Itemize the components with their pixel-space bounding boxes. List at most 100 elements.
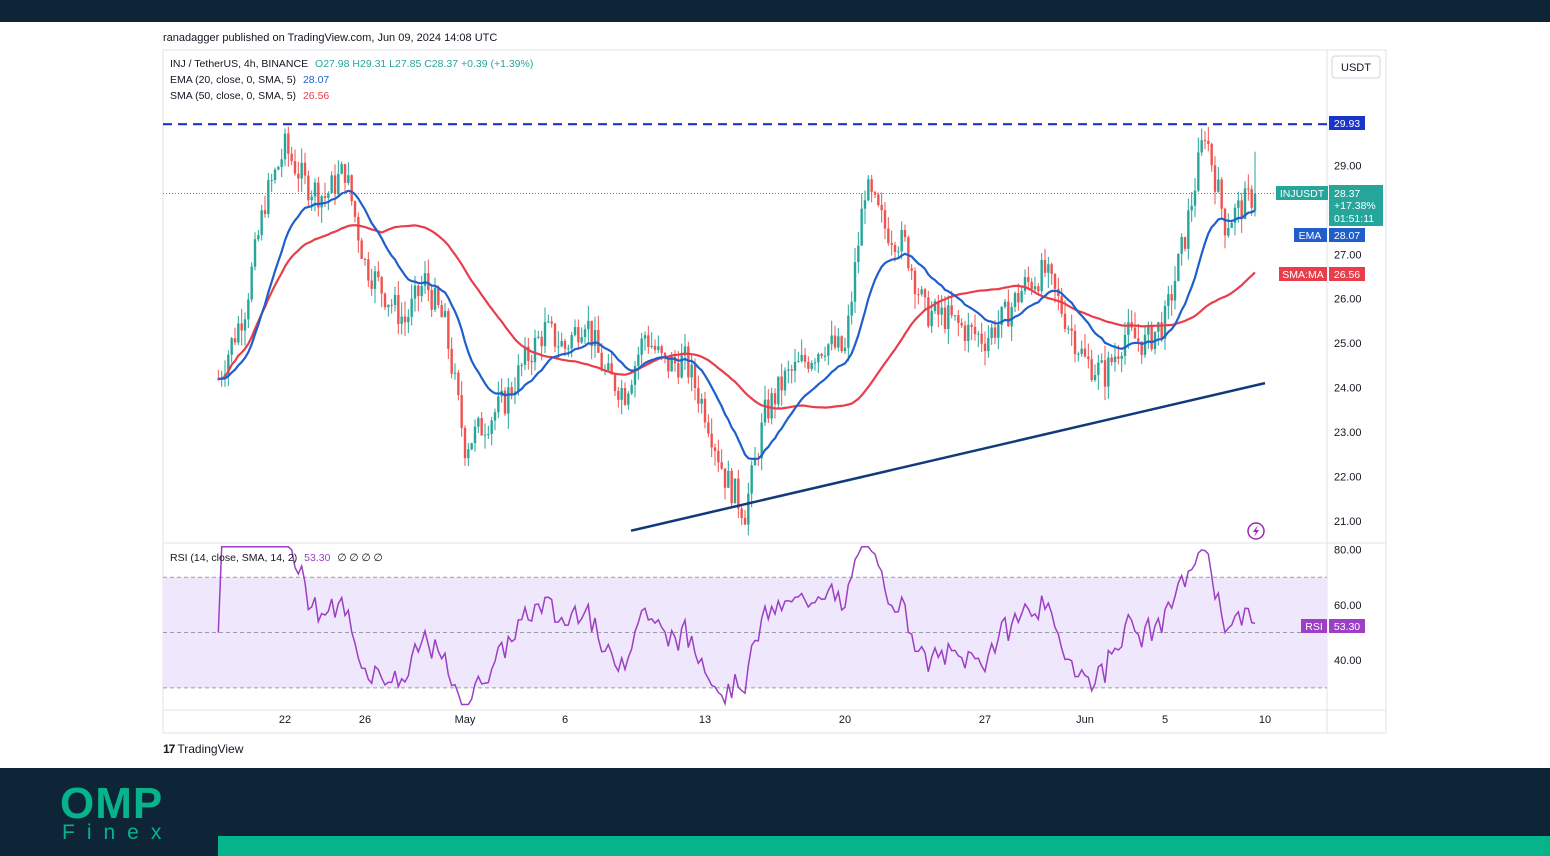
price-tick-label: 25.00	[1334, 338, 1362, 350]
candle-body	[833, 335, 837, 348]
ema-legend-label: EMA (20, close, 0, SMA, 5)	[170, 74, 296, 86]
candle-body	[1147, 325, 1150, 335]
candle-body	[420, 285, 423, 297]
candle-body	[1087, 356, 1090, 360]
sma-legend-value: 26.56	[303, 90, 329, 102]
candle-body	[240, 323, 243, 331]
candle-body	[900, 229, 903, 252]
candle-body	[303, 162, 307, 176]
candle-body	[770, 393, 773, 419]
candle-body	[843, 347, 847, 352]
candle-body	[1117, 356, 1120, 359]
candle-body	[977, 333, 980, 335]
candle-body	[397, 294, 400, 324]
candle-body	[657, 346, 660, 350]
candle-body	[527, 346, 530, 361]
candle-body	[243, 319, 247, 331]
rsi-pane	[217, 546, 1256, 707]
candle-body	[667, 357, 670, 372]
candle-body	[1070, 328, 1073, 331]
candle-body	[510, 387, 513, 395]
candle-body	[723, 468, 727, 488]
candle-body	[733, 478, 737, 504]
candle-body	[650, 345, 653, 348]
candle-body	[333, 175, 337, 194]
candle-body	[907, 237, 910, 269]
candle-body	[317, 182, 320, 208]
candle-body	[340, 164, 343, 174]
candle-body	[1023, 277, 1027, 291]
candle-body	[1193, 190, 1197, 206]
candle-body	[1127, 322, 1130, 335]
candle-body	[1167, 294, 1170, 307]
candle-body	[660, 346, 663, 354]
candle-body	[840, 336, 843, 352]
currency-label: USDT	[1341, 62, 1371, 74]
candle-body	[450, 348, 453, 374]
candle-body	[1103, 360, 1107, 387]
candle-body	[343, 164, 347, 183]
candle-body	[610, 363, 613, 375]
candle-body	[357, 216, 360, 241]
candle-body	[327, 193, 330, 198]
candle-body	[1033, 286, 1037, 290]
main-legend: INJ / TetherUS, 4h, BINANCE O27.98 H29.3…	[170, 58, 533, 102]
candle-body	[830, 335, 833, 345]
candle-body	[307, 175, 310, 201]
candle-body	[980, 333, 983, 344]
rsi-tick-label: 60.00	[1334, 600, 1362, 612]
candle-body	[727, 470, 730, 488]
candle-body	[430, 290, 433, 310]
candle-body	[620, 388, 623, 400]
candle-body	[813, 362, 817, 364]
currency-button[interactable]: USDT	[1331, 55, 1381, 79]
candle-body	[917, 294, 920, 296]
candle-body	[680, 355, 683, 378]
time-tick-label: 5	[1162, 714, 1168, 726]
tradingview-brand[interactable]: 17 TradingView	[163, 742, 243, 756]
rsi-tag-value: 53.30	[1334, 621, 1360, 633]
candle-body	[800, 354, 803, 362]
candle-body	[387, 304, 390, 308]
candle-body	[403, 316, 407, 323]
candle-body	[363, 258, 367, 260]
candle-body	[1233, 207, 1237, 223]
candle-body	[447, 311, 450, 349]
time-tick-label: 26	[359, 714, 371, 726]
candle-body	[440, 305, 443, 318]
candle-body	[817, 354, 820, 363]
candle-body	[1007, 301, 1010, 327]
candle-body	[990, 327, 993, 338]
candle-body	[960, 322, 963, 326]
candle-body	[1247, 188, 1250, 190]
publish-caption: ranadagger published on TradingView.com,…	[163, 32, 498, 44]
candle-body	[433, 287, 437, 310]
candle-body	[1123, 334, 1127, 356]
candle-body	[707, 422, 710, 434]
candle-body	[747, 493, 750, 525]
candle-body	[460, 395, 463, 428]
rsi-tick-label: 80.00	[1334, 545, 1362, 557]
candle-body	[950, 305, 953, 316]
rsi-band-area	[163, 576, 1327, 689]
candle-body	[1157, 322, 1160, 332]
chart-area[interactable]: 21.00 22.00 23.00 24.00 25.00 26.00 27.00 29.00…	[0, 0, 1550, 768]
candle-body	[1253, 193, 1257, 211]
candle-body	[933, 301, 937, 312]
lightning-icon[interactable]	[1247, 522, 1265, 540]
candle-body	[267, 180, 270, 215]
candle-body	[713, 447, 717, 451]
candle-body	[587, 320, 590, 330]
candle-body	[1243, 188, 1247, 219]
candle-body	[937, 301, 940, 315]
candle-body	[847, 315, 850, 348]
svg-text:SMA (50, close, 0, SMA, 5): SMA (50, close, 0, SMA, 5) 26.56	[170, 90, 329, 102]
bar-countdown: 01:51:11	[1334, 213, 1374, 225]
candle-body	[920, 289, 923, 295]
tradingview-label: TradingView	[177, 742, 244, 756]
candle-body	[763, 399, 767, 423]
candle-body	[783, 370, 787, 391]
candle-body	[690, 364, 693, 378]
candle-body	[693, 364, 697, 388]
candle-body	[497, 396, 500, 413]
